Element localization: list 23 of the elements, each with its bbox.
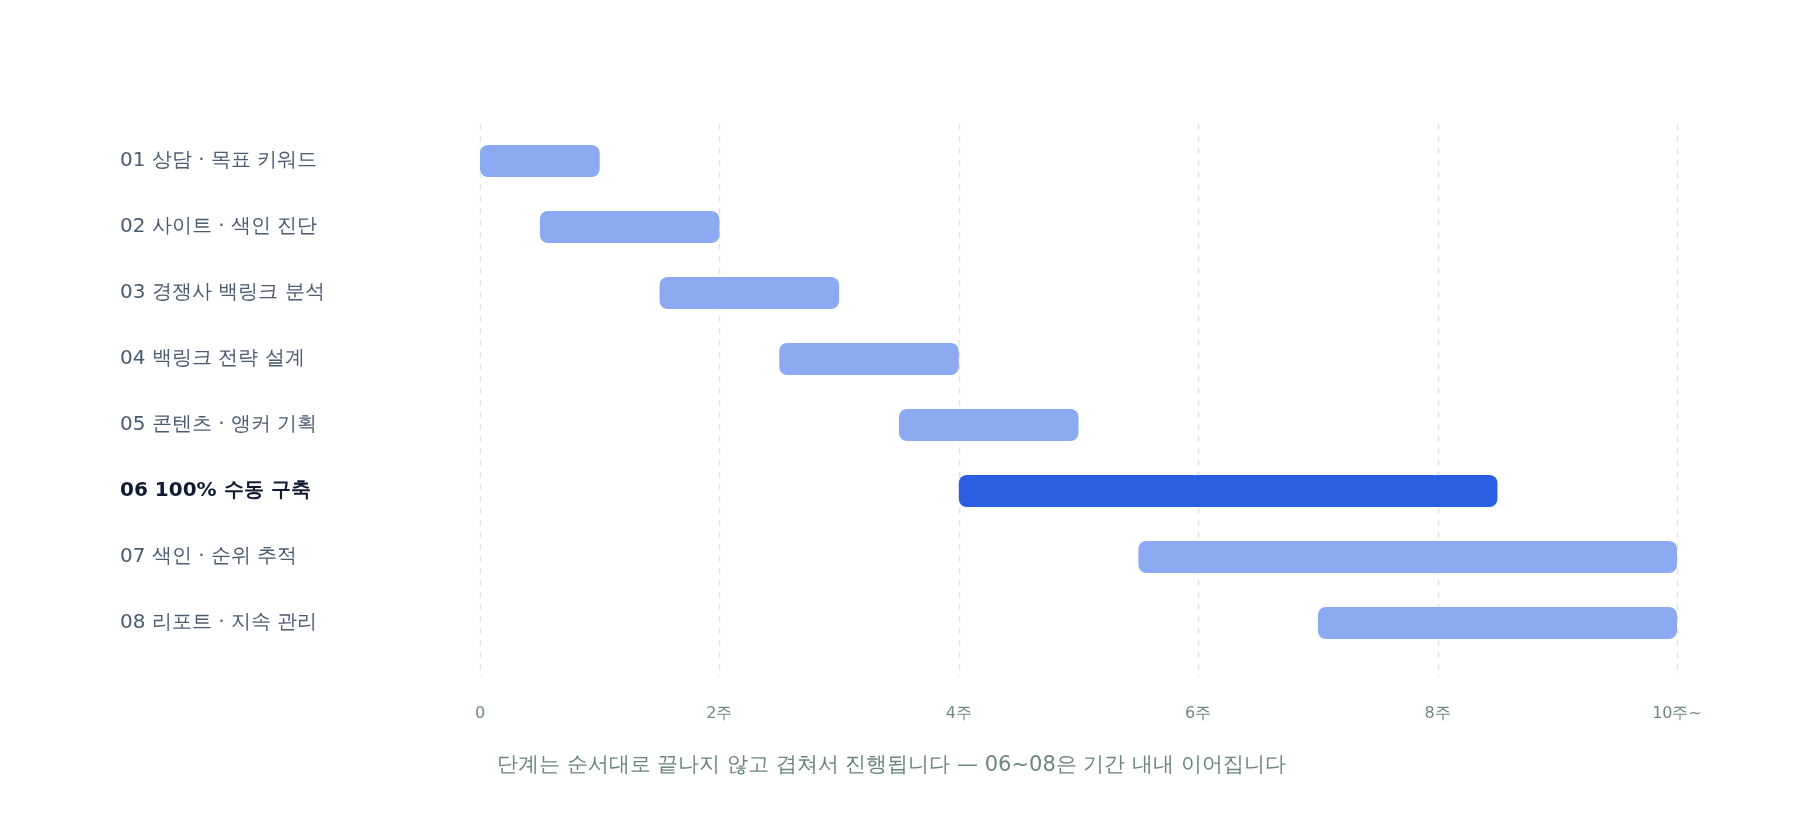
x-tick-label: 4주 (945, 702, 972, 722)
y-tick-label: 08 리포트 · 지속 관리 (120, 609, 318, 634)
y-tick-label: 02 사이트 · 색인 진단 (120, 213, 318, 238)
y-tick-label: 07 색인 · 순위 추적 (120, 543, 298, 568)
bar (958, 475, 1498, 508)
bar (779, 343, 959, 376)
text: 단계는 순서대로 끝나지 않고 겹쳐서 진행됩니다 — 06~08은 기간 내내 이어집니다 (497, 752, 1286, 777)
bar (539, 211, 720, 244)
y-tick-label: 05 콘텐츠 · 앵커 기획 (120, 411, 318, 436)
y-tick-label: 01 상담 · 목표 키워드 (120, 147, 318, 172)
x-tick-label: 6주 (1185, 702, 1212, 722)
x-tick-label: 10주~ (1652, 702, 1702, 722)
y-tick-label: 04 백링크 전략 설계 (120, 345, 305, 370)
x-tick-label: 2주 (706, 702, 733, 722)
bar (659, 277, 840, 310)
y-tick-label: 03 경쟁사 백링크 분석 (120, 279, 325, 304)
x-tick-label: 0 (474, 702, 486, 722)
x-tick-label: 8주 (1424, 702, 1451, 722)
bar (898, 409, 1079, 442)
bar (1317, 607, 1677, 640)
bar (1138, 541, 1677, 574)
y-tick-label: 06 100% 수동 구축 (120, 477, 311, 502)
bar (480, 145, 600, 178)
